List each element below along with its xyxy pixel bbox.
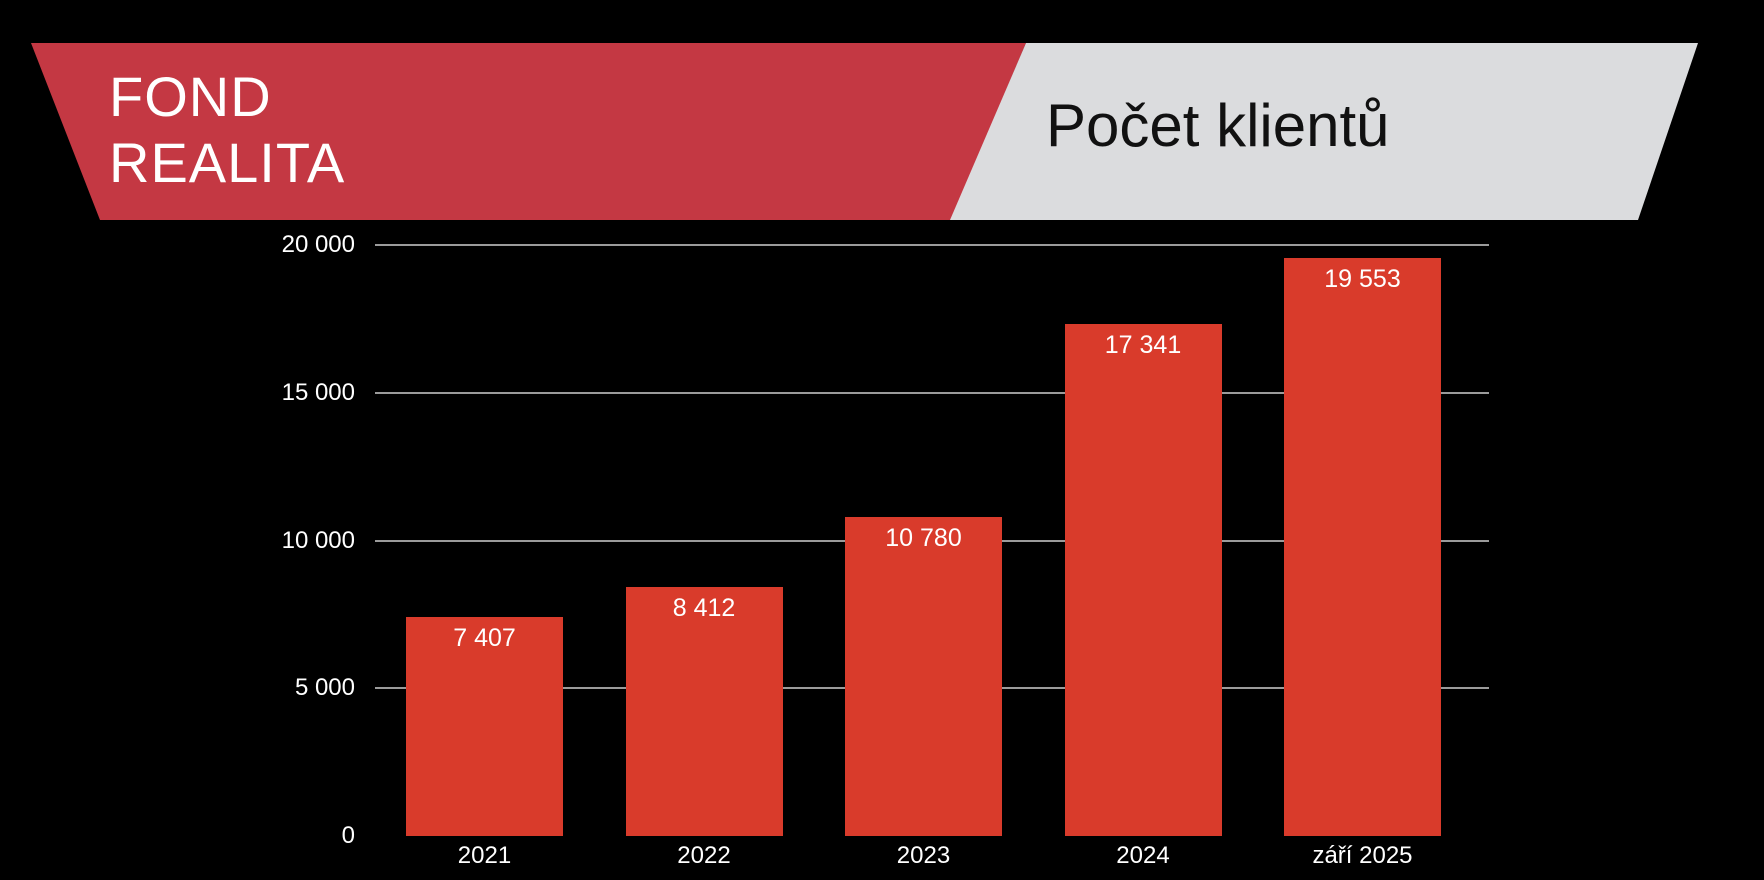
bar-2022 (625, 587, 783, 836)
gridline-20000 (375, 244, 1489, 246)
bar-value-label-2021: 7 407 (453, 624, 516, 653)
brand-line2: REALITA (109, 131, 346, 194)
y-axis-label-10000: 10 000 (281, 526, 355, 554)
bar-value-label-2022: 8 412 (672, 594, 736, 623)
bar-2024 (1064, 323, 1222, 836)
brand-banner: FOND REALITA (31, 43, 1026, 220)
bar-value-label-září 2025: 19 553 (1324, 265, 1401, 294)
brand-logo-text: FOND REALITA (109, 64, 345, 196)
x-axis-label-září 2025: září 2025 (1312, 842, 1413, 869)
y-axis-label-20000: 20 000 (281, 231, 355, 258)
x-axis-label-2021: 2021 (457, 842, 512, 869)
y-axis-label-15000: 15 000 (281, 378, 355, 406)
x-axis-label-2023: 2023 (896, 842, 951, 869)
y-axis-label-5000: 5 000 (294, 674, 355, 702)
bar-value-label-2023: 10 780 (885, 524, 962, 553)
bar-2021 (406, 617, 563, 836)
bar-value-label-2024: 17 341 (1104, 330, 1182, 359)
bar-2023 (845, 517, 1002, 836)
title-banner: Počet klientů (950, 43, 1698, 220)
x-axis-label-2024: 2024 (1116, 842, 1170, 869)
gridline-15000 (375, 391, 1489, 394)
y-axis-label-0: 0 (341, 822, 355, 849)
brand-line1: FOND (109, 65, 272, 128)
slide-title: Počet klientů (1046, 92, 1390, 159)
x-axis-label-2022: 2022 (677, 842, 731, 869)
bar-září 2025 (1284, 258, 1441, 836)
